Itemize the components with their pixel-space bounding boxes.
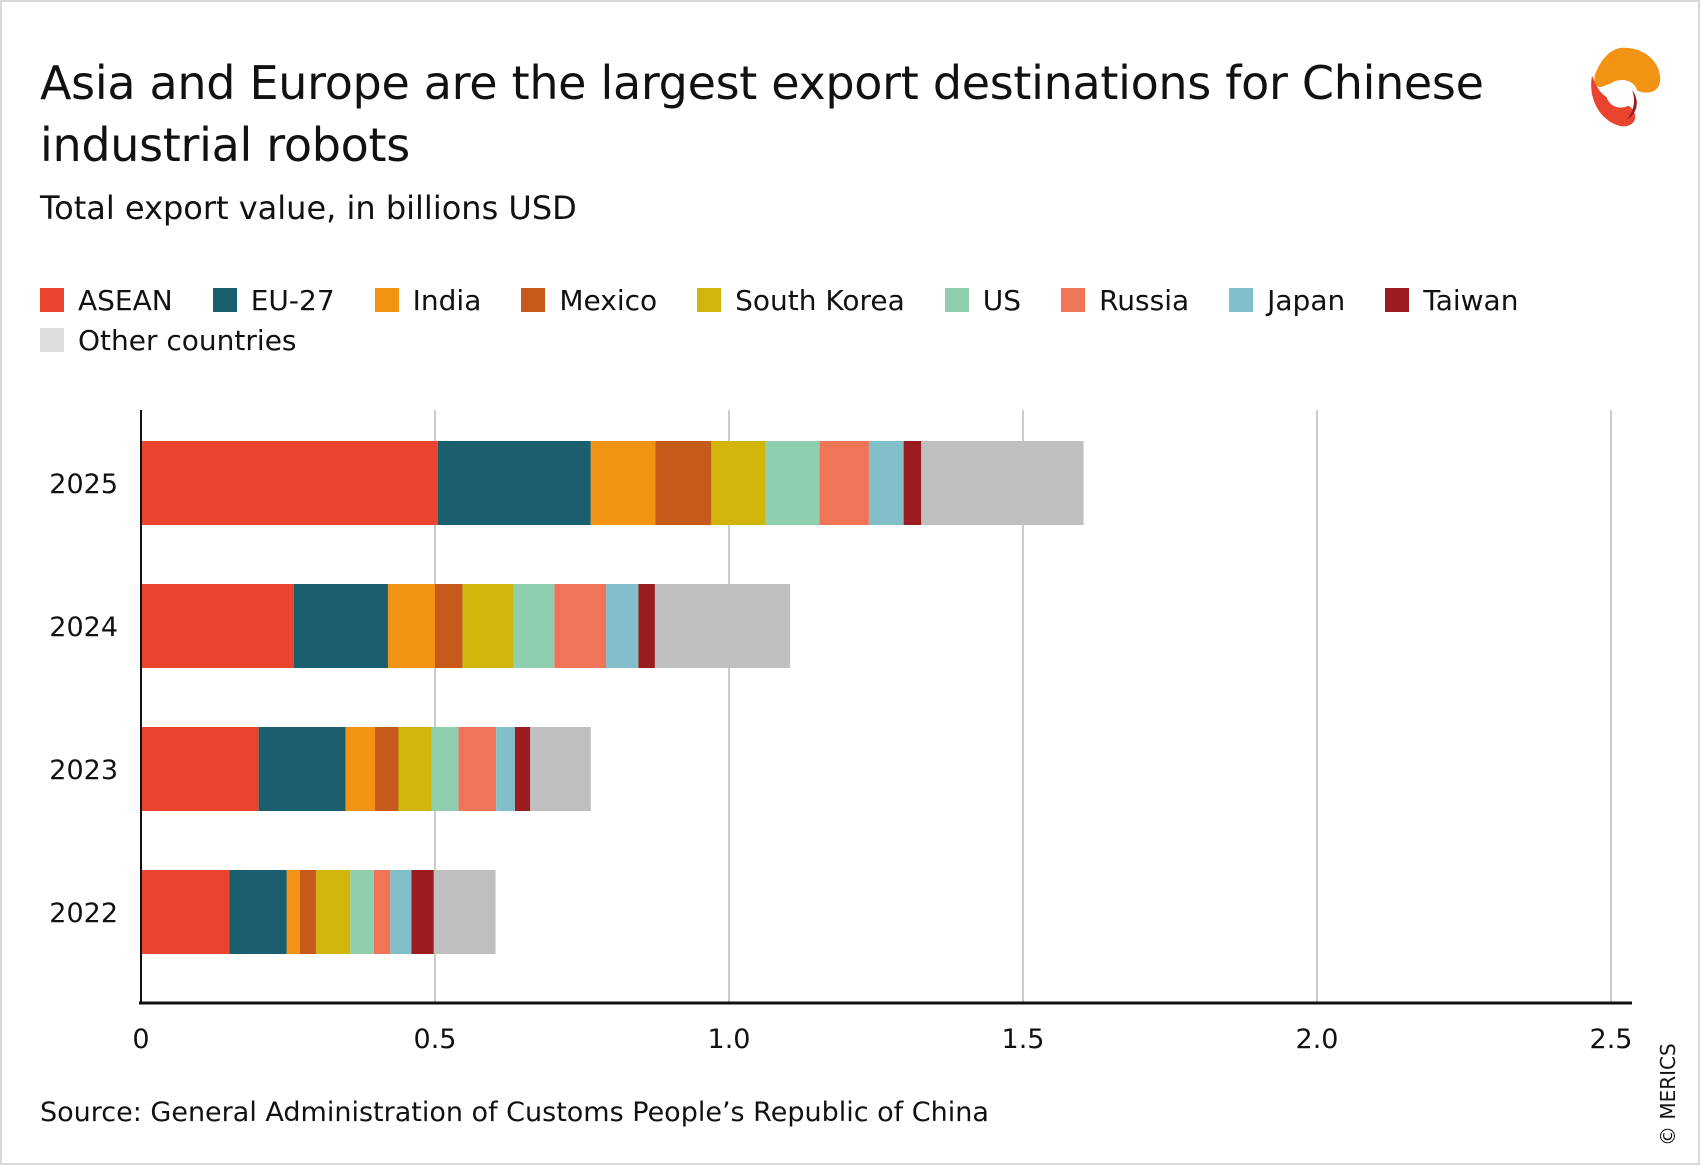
bar-segment	[590, 441, 656, 525]
bar-segment	[293, 584, 388, 668]
bar-segment	[387, 584, 435, 668]
y-category-label: 2022	[49, 898, 118, 929]
y-category-label: 2025	[49, 469, 118, 500]
legend-item: India	[374, 283, 482, 317]
legend-label: Taiwan	[1423, 283, 1519, 317]
copyright-note: © MERICS	[1656, 1043, 1680, 1146]
bar-segment	[398, 727, 432, 811]
legend-item: Taiwan	[1385, 283, 1519, 317]
bar-segment	[554, 584, 607, 668]
legend-label: ASEAN	[78, 283, 173, 317]
legend-item: Japan	[1229, 283, 1346, 317]
x-tick-label: 0.5	[414, 1024, 457, 1055]
bar-segment	[711, 441, 766, 525]
bar-segment	[411, 870, 434, 954]
bar-segment	[921, 441, 1084, 525]
bar-segment	[375, 727, 399, 811]
legend-swatch	[1061, 288, 1086, 312]
y-category-label: 2023	[49, 755, 118, 786]
legend-label: India	[412, 283, 482, 317]
chart-subtitle: Total export value, in billions USD	[40, 189, 577, 227]
legend-swatch	[521, 288, 546, 312]
legend-swatch	[1229, 288, 1254, 312]
bar-segment	[819, 441, 869, 525]
bar-segment	[350, 870, 374, 954]
legend-item: Mexico	[521, 283, 658, 317]
bar-segment	[141, 584, 294, 668]
bar-segment	[258, 727, 346, 811]
bar-segment	[373, 870, 391, 954]
x-tick-label: 1.5	[1002, 1024, 1045, 1055]
legend-swatch	[1385, 288, 1410, 312]
bar-segment	[435, 584, 463, 668]
legend-item: South Korea	[697, 283, 905, 317]
y-category-label: 2024	[49, 612, 118, 643]
bar-segment	[462, 584, 514, 668]
legend-item: Other countries	[40, 323, 297, 357]
legend-swatch	[944, 288, 969, 312]
chart-title: Asia and Europe are the largest export d…	[40, 56, 1484, 172]
legend-swatch	[212, 288, 237, 312]
bar-segment	[765, 441, 820, 525]
x-tick-label: 2.0	[1296, 1024, 1339, 1055]
bar-segment	[141, 870, 230, 954]
legend-label: South Korea	[735, 283, 905, 317]
legend-item: Russia	[1061, 283, 1190, 317]
bar-segment	[390, 870, 412, 954]
x-tick-label: 1.0	[708, 1024, 751, 1055]
source-note: Source: General Administration of Custom…	[40, 1097, 989, 1128]
bar-segment	[437, 441, 591, 525]
bar-segment	[655, 441, 712, 525]
bar-segment	[903, 441, 922, 525]
legend-swatch	[374, 288, 399, 312]
legend-label: Mexico	[559, 283, 658, 317]
legend-label: EU-27	[250, 283, 335, 317]
bar-segment	[458, 727, 497, 811]
legend-swatch	[697, 288, 722, 312]
bar-segment	[141, 441, 438, 525]
bar-segment	[654, 584, 791, 668]
legend-item: EU-27	[212, 283, 335, 317]
bar-segment	[345, 727, 376, 811]
bar-segment	[530, 727, 591, 811]
bar-segment	[868, 441, 904, 525]
bar-segment	[299, 870, 317, 954]
bar-segment	[316, 870, 351, 954]
legend-item: ASEAN	[40, 283, 173, 317]
bar-segment	[229, 870, 287, 954]
chart-legend: ASEAN EU-27 India Mexico South Korea US Russia…	[40, 283, 1600, 357]
bar-segment	[431, 727, 459, 811]
x-tick-label: 2.5	[1590, 1024, 1633, 1055]
bar-segment	[496, 727, 515, 811]
legend-label: US	[982, 283, 1022, 317]
bar-segment	[514, 727, 531, 811]
merics-logo-icon	[1591, 47, 1661, 127]
bar-segment	[286, 870, 300, 954]
legend-label: Russia	[1099, 283, 1190, 317]
bar-segment	[638, 584, 655, 668]
legend-label: Other countries	[78, 323, 297, 357]
legend-swatch	[40, 328, 64, 352]
legend-label: Japan	[1267, 283, 1346, 317]
bar-segment	[141, 727, 259, 811]
legend-item: US	[944, 283, 1022, 317]
bar-segment	[433, 870, 496, 954]
legend-swatch	[40, 288, 64, 312]
bar-segment	[606, 584, 639, 668]
x-tick-label: 0	[132, 1024, 149, 1055]
bar-segment	[513, 584, 555, 668]
